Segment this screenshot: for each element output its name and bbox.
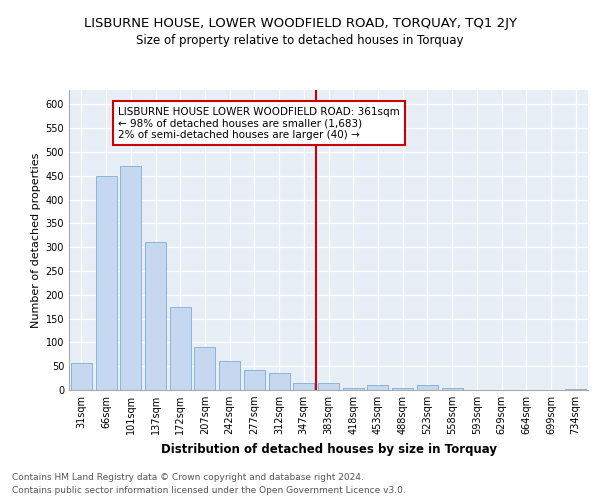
Bar <box>95 176 116 390</box>
Bar <box>145 242 166 390</box>
Bar <box>565 389 586 390</box>
Bar <box>269 374 290 390</box>
Bar <box>293 383 314 390</box>
Text: Contains public sector information licensed under the Open Government Licence v3: Contains public sector information licen… <box>12 486 406 495</box>
Bar <box>170 306 191 390</box>
Bar <box>417 385 438 390</box>
Bar <box>194 347 215 390</box>
Bar <box>120 166 141 390</box>
Bar <box>442 388 463 390</box>
Bar <box>244 370 265 390</box>
Y-axis label: Number of detached properties: Number of detached properties <box>31 152 41 328</box>
Bar <box>219 362 240 390</box>
Bar <box>71 363 92 390</box>
Text: LISBURNE HOUSE, LOWER WOODFIELD ROAD, TORQUAY, TQ1 2JY: LISBURNE HOUSE, LOWER WOODFIELD ROAD, TO… <box>83 18 517 30</box>
Bar <box>392 388 413 390</box>
Text: Contains HM Land Registry data © Crown copyright and database right 2024.: Contains HM Land Registry data © Crown c… <box>12 472 364 482</box>
Bar <box>367 385 388 390</box>
Text: Size of property relative to detached houses in Torquay: Size of property relative to detached ho… <box>136 34 464 47</box>
Bar <box>343 388 364 390</box>
Text: LISBURNE HOUSE LOWER WOODFIELD ROAD: 361sqm
← 98% of detached houses are smaller: LISBURNE HOUSE LOWER WOODFIELD ROAD: 361… <box>118 106 400 140</box>
Text: Distribution of detached houses by size in Torquay: Distribution of detached houses by size … <box>161 442 497 456</box>
Bar <box>318 383 339 390</box>
